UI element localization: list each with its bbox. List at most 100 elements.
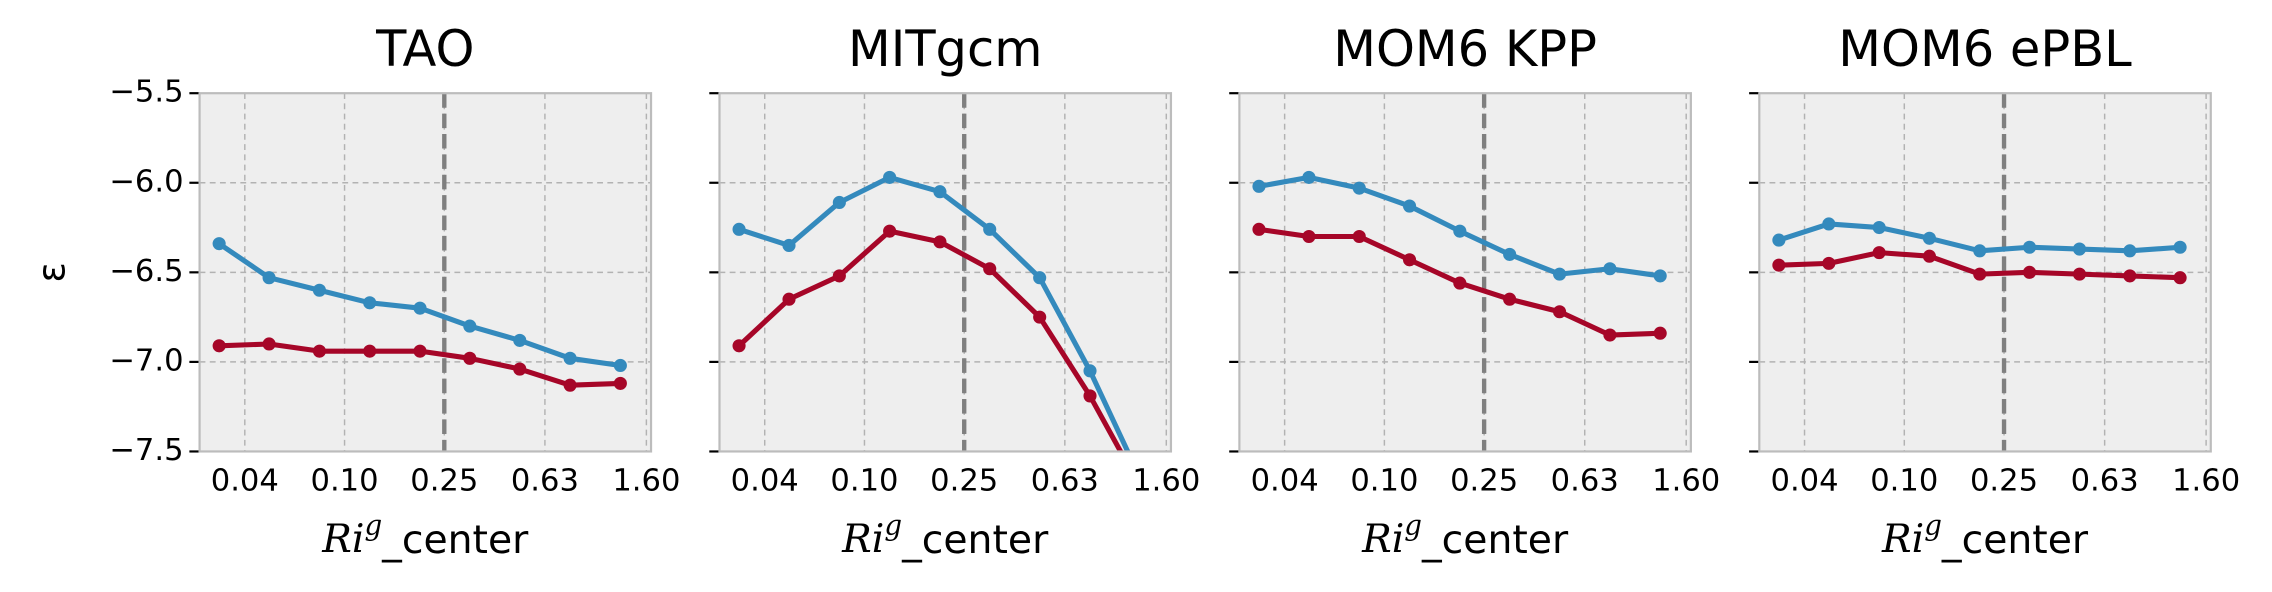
- marker: [513, 333, 527, 347]
- x-label-math: Ri: [1881, 517, 1924, 562]
- marker: [262, 337, 276, 351]
- marker: [1352, 229, 1366, 244]
- x-tick-label: 1.60: [1132, 464, 1200, 499]
- x-tick-label: 0.63: [1551, 464, 1619, 499]
- x-label-sup: g: [1924, 509, 1942, 542]
- marker: [2072, 267, 2087, 281]
- x-axis-label: Rig_center: [1881, 509, 2089, 563]
- marker: [1453, 224, 1467, 238]
- marker: [782, 292, 796, 306]
- x-tick-label: 0.04: [1770, 464, 1838, 499]
- marker: [1603, 328, 1617, 342]
- plot-border: [1758, 92, 2212, 453]
- marker: [1603, 262, 1617, 276]
- marker: [1083, 389, 1097, 403]
- x-tick-label: 0.25: [1450, 464, 1518, 499]
- marker: [1033, 310, 1047, 324]
- y-tick-label: −6.0: [109, 164, 183, 199]
- marker: [2173, 240, 2187, 254]
- x-axis-label: Rig_center: [321, 509, 529, 563]
- x-label-math: Ri: [1361, 517, 1404, 562]
- marker: [312, 344, 326, 358]
- marker: [463, 319, 477, 333]
- marker: [1252, 179, 1266, 193]
- x-tick-label: 0.10: [1350, 464, 1418, 499]
- marker: [1302, 170, 1316, 184]
- marker: [1402, 199, 1417, 213]
- y-axis-label: ε: [29, 262, 73, 282]
- marker: [1402, 253, 1417, 267]
- panel-title: TAO: [375, 20, 474, 78]
- x-label-text: _center: [1941, 517, 2089, 562]
- x-tick-label: 0.25: [410, 464, 478, 499]
- marker: [2072, 242, 2087, 256]
- marker: [2022, 265, 2037, 279]
- marker: [212, 339, 226, 353]
- marker: [883, 170, 897, 184]
- marker: [832, 195, 846, 210]
- plot-border: [198, 92, 653, 453]
- series-group: [732, 170, 1131, 452]
- marker: [2022, 240, 2037, 254]
- plot-border: [1238, 92, 1692, 453]
- marker: [463, 351, 477, 365]
- marker: [983, 262, 997, 276]
- x-tick-label: 0.04: [211, 464, 279, 499]
- marker: [1302, 229, 1316, 244]
- marker: [363, 344, 377, 358]
- y-tick-label: −7.0: [109, 343, 183, 378]
- marker: [1553, 267, 1567, 281]
- marker: [1922, 231, 1937, 245]
- series-group: [1772, 217, 2187, 285]
- x-axis-label: Rig_center: [1361, 509, 1569, 563]
- x-tick-label: 0.04: [1251, 464, 1319, 499]
- y-tick-label: −6.5: [109, 254, 183, 289]
- panel: −5.5 −6.0 −6.5 −7.0 −7.5 0.04 0.10 0.25 0.63 1.60…: [29, 20, 680, 562]
- panel: 0.04 0.10 0.25 0.63 1.60 MOM6 ePBL Rig_center: [1749, 20, 2240, 562]
- x-axis-label: Rig_center: [841, 509, 1049, 563]
- marker: [832, 269, 846, 283]
- x-label-math: Ri: [841, 517, 884, 562]
- marker: [782, 238, 796, 253]
- marker: [1872, 246, 1886, 260]
- marker: [413, 301, 427, 315]
- marker: [312, 283, 326, 297]
- marker: [2173, 271, 2187, 285]
- marker: [2123, 244, 2137, 258]
- panel: 0.04 0.10 0.25 0.63 1.60 MITgcm Rig_center: [709, 20, 1200, 562]
- marker: [1772, 233, 1786, 247]
- x-tick-label: 1.60: [1652, 464, 1720, 499]
- marker: [563, 378, 577, 392]
- marker: [613, 358, 627, 373]
- x-tick-label: 0.10: [830, 464, 898, 499]
- marker: [983, 222, 997, 236]
- marker: [1922, 249, 1937, 263]
- y-tick-label: −5.5: [109, 75, 183, 110]
- marker: [262, 271, 276, 285]
- marker: [1653, 326, 1667, 340]
- x-tick-label: 0.10: [1870, 464, 1938, 499]
- marker: [2123, 269, 2137, 283]
- marker: [883, 224, 897, 238]
- marker: [732, 339, 746, 353]
- series-group: [1252, 170, 1667, 342]
- marker: [1083, 364, 1097, 378]
- marker: [212, 237, 226, 251]
- marker: [1973, 267, 1987, 281]
- x-label-sup: g: [364, 509, 382, 542]
- x-label-text: _center: [901, 517, 1049, 562]
- x-tick-label: 0.10: [311, 464, 379, 499]
- plot-border: [718, 92, 1173, 453]
- x-tick-label: 0.04: [731, 464, 799, 499]
- x-tick-label: 0.63: [511, 464, 579, 499]
- marker: [513, 362, 527, 376]
- x-label-sup: g: [884, 509, 902, 542]
- marker: [613, 376, 627, 390]
- marker: [1252, 222, 1266, 236]
- marker: [1503, 292, 1517, 306]
- x-label-text: _center: [1421, 517, 1569, 562]
- panel-title: MOM6 ePBL: [1838, 20, 2132, 78]
- marker: [732, 222, 746, 236]
- marker: [1033, 271, 1047, 285]
